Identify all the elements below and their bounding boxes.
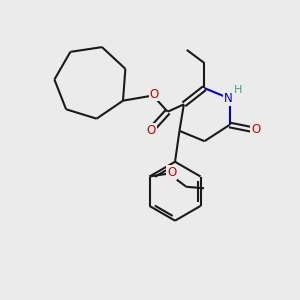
Text: H: H	[234, 85, 242, 94]
Text: O: O	[251, 123, 261, 136]
Text: O: O	[147, 124, 156, 137]
Text: O: O	[150, 88, 159, 100]
Text: N: N	[224, 92, 233, 105]
Text: O: O	[167, 166, 176, 178]
